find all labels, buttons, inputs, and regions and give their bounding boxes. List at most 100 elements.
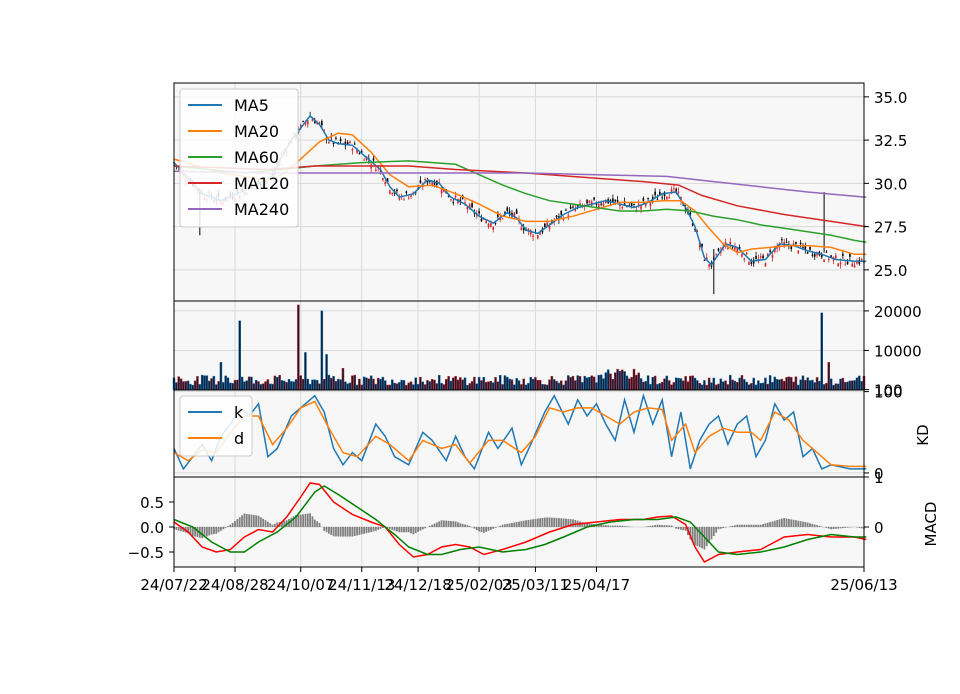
macd-hist-bar: [239, 517, 241, 527]
volume-bar: [523, 379, 525, 390]
macd-hist-bar: [711, 527, 713, 539]
macd-hist-bar: [556, 518, 558, 527]
x-tick-label: 25/04/17: [563, 576, 630, 594]
legend-label-ma5: MA5: [234, 96, 269, 115]
macd-hist-bar: [314, 520, 316, 527]
volume-bar: [220, 362, 222, 390]
volume-bar: [506, 377, 508, 390]
volume-bar: [635, 375, 637, 390]
candle-body: [359, 153, 361, 154]
candle-body: [854, 265, 856, 267]
macd-hist-bar: [481, 527, 483, 532]
candle-body: [790, 246, 792, 249]
volume-bar: [753, 378, 755, 390]
macd-hist-bar: [518, 522, 520, 527]
macd-hist-bar: [722, 527, 724, 528]
volume-bar: [422, 382, 424, 390]
volume-bar: [624, 371, 626, 390]
volume-bar: [321, 311, 323, 390]
macd-hist-bar: [546, 517, 548, 527]
volume-bar: [525, 385, 527, 390]
volume-bar: [229, 383, 231, 390]
macd-hist-bar: [351, 527, 353, 537]
volume-bar: [340, 380, 342, 390]
macd-hist-bar: [539, 518, 541, 527]
volume-bar: [588, 377, 590, 390]
macd-hist-bar: [553, 518, 555, 527]
volume-bar: [746, 382, 748, 390]
volume-bar: [530, 377, 532, 390]
volume-bar: [595, 383, 597, 390]
macd-hist-bar: [335, 527, 337, 536]
macd-hist-bar: [502, 525, 504, 527]
volume-bar: [342, 368, 344, 390]
volume-bar: [856, 378, 858, 390]
volume-bar: [243, 382, 245, 390]
volume-bar: [419, 377, 421, 390]
volume-bar: [786, 377, 788, 390]
volume-bar: [187, 381, 189, 390]
macd-hist-bar: [354, 527, 356, 536]
volume-bar: [739, 378, 741, 390]
volume-bar: [239, 321, 241, 390]
macd-hist-bar: [605, 525, 607, 527]
y-tick-label-left: 0.5: [140, 494, 164, 512]
volume-bar: [849, 381, 851, 390]
macd-hist-bar: [680, 527, 682, 530]
candle-body: [307, 120, 309, 124]
macd-hist-bar: [833, 527, 835, 529]
macd-hist-bar: [617, 526, 619, 527]
volume-bar: [509, 379, 511, 390]
macd-hist-bar: [760, 525, 762, 527]
macd-hist-bar: [797, 521, 799, 527]
volume-bar: [180, 379, 182, 390]
macd-hist-bar: [525, 520, 527, 527]
volume-bar: [861, 381, 863, 390]
candle-body: [349, 142, 351, 143]
volume-bar: [520, 384, 522, 390]
volume-bar: [330, 378, 332, 390]
macd-hist-bar: [506, 524, 508, 527]
volume-bar: [375, 384, 377, 390]
macd-hist-bar: [492, 527, 494, 529]
candle-body: [842, 254, 844, 256]
volume-bar: [469, 383, 471, 390]
volume-bar: [445, 379, 447, 390]
volume-bar: [729, 375, 731, 390]
candle-body: [354, 144, 356, 145]
volume-bar: [727, 384, 729, 390]
volume-bar: [253, 384, 255, 390]
candle-body: [490, 223, 492, 226]
candle-body: [643, 198, 645, 201]
volume-bar: [692, 376, 694, 390]
candle-body: [666, 197, 668, 199]
macd-hist-bar: [476, 527, 478, 530]
candle-body: [729, 242, 731, 245]
volume-bar: [617, 369, 619, 390]
macd-hist-bar: [532, 519, 534, 527]
volume-bar: [389, 385, 391, 390]
candle-body: [455, 196, 457, 198]
candle-body: [640, 206, 642, 210]
macd-hist-bar: [772, 521, 774, 527]
volume-bar: [800, 380, 802, 390]
candle-body: [668, 197, 670, 198]
volume-bar: [560, 381, 562, 390]
candle-body: [408, 198, 410, 199]
volume-bar: [335, 381, 337, 390]
candle-body: [396, 190, 398, 191]
candle-body: [382, 178, 384, 180]
volume-bar: [218, 381, 220, 390]
volume-bar: [476, 384, 478, 390]
macd-hist-bar: [842, 527, 844, 528]
candle-body: [579, 203, 581, 204]
candle-body: [389, 190, 391, 193]
macd-hist-bar: [530, 520, 532, 527]
macd-hist-bar: [412, 527, 414, 534]
y-tick-label: 35.0: [874, 89, 907, 107]
volume-bar: [326, 354, 328, 390]
macd-hist-bar: [408, 527, 410, 532]
candle-body: [797, 251, 799, 253]
volume-bar: [832, 385, 834, 390]
volume-bar: [516, 378, 518, 390]
